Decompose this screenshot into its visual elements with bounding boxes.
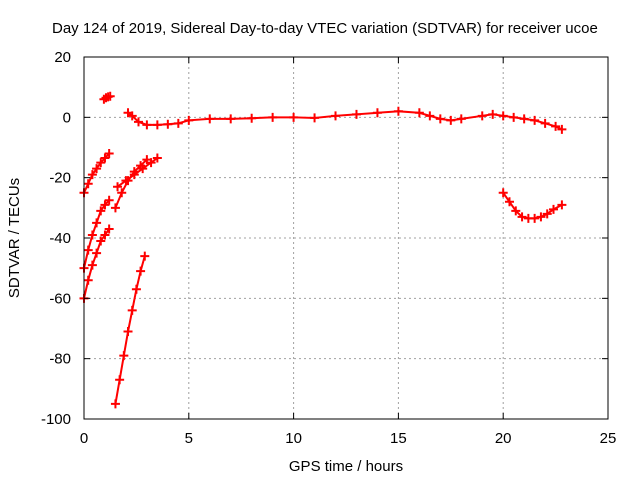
series-trace-segment: [103, 198, 111, 207]
series-trace-segment: [501, 191, 511, 204]
series-trace-segment: [82, 279, 90, 300]
series-trace-segment: [116, 179, 128, 189]
series-trace-segment: [313, 114, 337, 120]
series-trace-segment: [552, 203, 564, 211]
series-trace-segment: [95, 161, 103, 171]
series-trace-segment: [502, 114, 515, 119]
series-trace-segment: [132, 167, 145, 177]
series-trace-segment: [131, 288, 138, 312]
series-trace-segment: [545, 207, 555, 216]
series-trace-segment: [334, 113, 358, 117]
series-trace-segment: [126, 309, 134, 333]
series-arc-late: [498, 188, 567, 223]
x-tick-label: 5: [185, 430, 193, 447]
series-trace-segment: [397, 110, 421, 114]
axis-ticks: 0 5 10 15 20 25 -100 -80 -60 -40 -20 0 20: [41, 49, 616, 447]
series-trace-segment: [103, 152, 111, 160]
series-trace-segment: [132, 164, 143, 174]
chart-title: Day 124 of 2019, Sidereal Day-to-day VTE…: [52, 20, 598, 37]
series-trace-segment: [99, 156, 107, 164]
series-trace-segment: [514, 209, 524, 219]
series-trace-segment: [376, 110, 400, 114]
x-tick-label: 25: [600, 430, 617, 447]
series-trace-segment: [543, 122, 557, 128]
series-trace-segment: [187, 117, 211, 122]
series-trace-segment: [120, 179, 130, 195]
series-trace-segment: [82, 182, 90, 195]
series-trace-segment: [141, 161, 153, 171]
series-trace-segment: [292, 116, 316, 119]
x-tick-label: 20: [495, 430, 512, 447]
series-trace-segment: [90, 167, 98, 177]
series-trace-segment: [491, 113, 505, 117]
y-tick-label: -40: [49, 230, 71, 247]
series-trace-segment: [177, 119, 191, 125]
series-trace-segment: [137, 120, 149, 127]
series-arc-upper-left: [79, 149, 114, 198]
data-series: [79, 91, 567, 409]
grid: [84, 57, 608, 419]
series-trace-segment: [135, 269, 142, 291]
x-axis-label: GPS time / hours: [289, 458, 403, 475]
y-tick-label: 20: [54, 49, 71, 66]
series-trace-segment: [512, 116, 526, 120]
x-tick-label: 15: [390, 430, 407, 447]
series-trace-segment: [122, 330, 130, 357]
series-trace-segment: [86, 173, 94, 186]
y-tick-label: 0: [63, 109, 71, 126]
series-trace-segment: [481, 113, 494, 117]
series-trace-segment: [139, 158, 149, 168]
series-trace-segment: [508, 200, 518, 213]
y-tick-label: -20: [49, 170, 71, 187]
series-trace-segment: [418, 111, 432, 118]
series-trace-segment: [460, 114, 484, 120]
series-trace-segment: [86, 263, 94, 282]
series-trace-segment: [91, 251, 98, 267]
y-tick-label: -80: [49, 351, 71, 368]
series-trace-segment: [95, 239, 103, 255]
series-trace-segment: [99, 233, 107, 243]
series-trace-segment: [124, 173, 136, 183]
series-trace-segment: [533, 215, 543, 220]
series-trace-segment: [106, 94, 112, 99]
series-arc-left-1: [79, 195, 114, 273]
series-trace-segment: [156, 123, 169, 126]
series-trace-segment: [166, 122, 180, 126]
series-trace-segment: [229, 117, 253, 120]
series-trace-segment: [114, 191, 124, 210]
series-trace-segment: [114, 378, 121, 406]
y-tick-label: -100: [41, 411, 71, 428]
y-axis-label: SDTVAR / TECUs: [6, 178, 23, 298]
series-trace-segment: [86, 233, 94, 252]
series-trace-segment: [523, 117, 536, 122]
series-trace-segment: [449, 117, 463, 122]
series-main-arc: [123, 106, 567, 134]
series-trace-segment: [533, 119, 547, 125]
series-arc-mid-2: [113, 153, 162, 192]
series-trace-segment: [130, 114, 140, 124]
series-trace-segment: [99, 203, 107, 213]
series-trace-segment: [118, 354, 125, 381]
series-trace-segment: [91, 221, 98, 237]
series-trace-segment: [103, 227, 111, 237]
series-trace-segment: [250, 116, 274, 120]
series-trace-segment: [539, 212, 549, 219]
x-tick-label: 0: [80, 430, 88, 447]
series-trace-segment: [554, 125, 564, 131]
series-trace-segment: [520, 215, 530, 220]
x-tick-label: 10: [285, 430, 302, 447]
series-trace-segment: [82, 248, 90, 270]
series-arc-short-top: [99, 91, 115, 104]
series-trace-segment: [428, 114, 442, 121]
series-trace-segment: [355, 111, 379, 116]
y-tick-label: -60: [49, 290, 71, 307]
series-trace-segment: [95, 209, 103, 225]
series-trace-segment: [139, 254, 147, 273]
series-arc-steep: [110, 251, 150, 409]
series-trace-segment: [149, 156, 159, 164]
series-trace-segment: [439, 117, 452, 122]
